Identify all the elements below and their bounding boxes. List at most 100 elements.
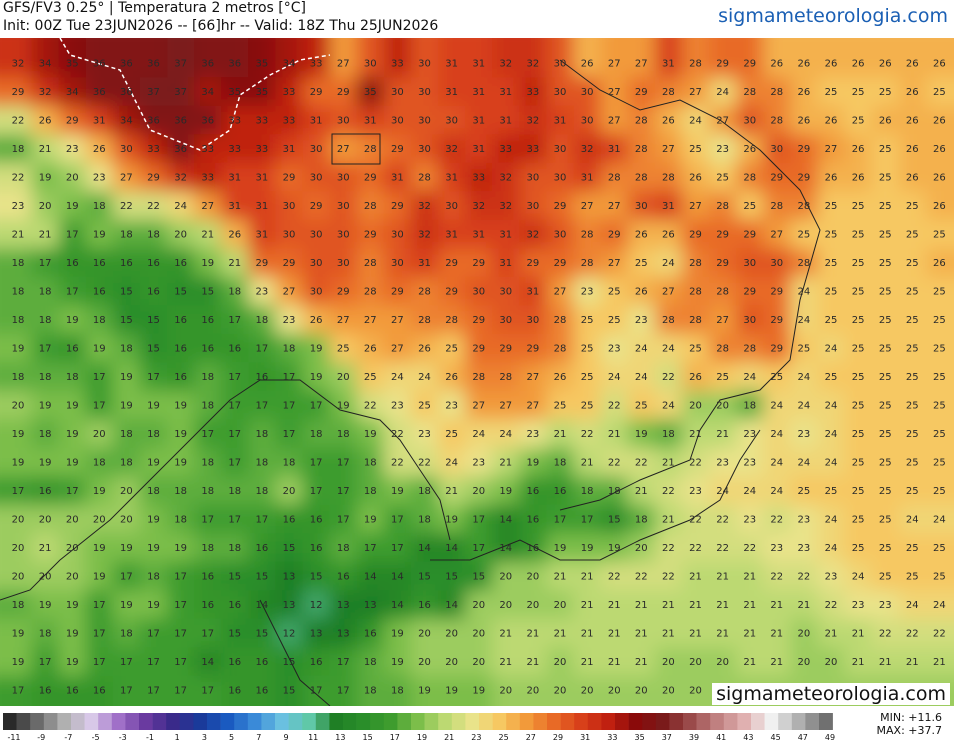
temp-label: 29 [364,173,377,184]
colorbar-swatch [261,713,276,730]
temp-cell [139,647,168,677]
temp-cell [925,476,954,506]
temp-label: 22 [689,458,702,469]
temp-cell [871,647,900,677]
temp-label: 24 [770,429,783,440]
temp-cell [573,305,602,335]
temp-label: 27 [608,258,621,269]
temp-cell [492,38,520,78]
temp-cell [58,419,87,449]
temp-label: 33 [201,173,214,184]
temp-label: 17 [310,401,323,412]
temp-label: 16 [174,258,187,269]
temp-label: 29 [743,287,756,298]
temp-cell [844,419,873,449]
temp-cell [248,647,276,677]
temp-label: 27 [635,59,648,70]
temp-cell [925,305,954,335]
temp-cell [31,647,60,677]
temp-cell [763,105,791,135]
temp-cell [438,675,466,706]
temp-cell [654,276,683,306]
temp-label: 29 [554,201,567,212]
temp-label: 28 [554,344,567,355]
temp-cell [492,504,520,534]
temp-cell [844,533,873,563]
temp-cell [112,333,141,363]
temp-label: 16 [554,486,567,497]
temp-cell [790,38,818,78]
temp-label: 26 [852,173,865,184]
temp-label: 12 [283,629,296,640]
max-value: MAX: +37.7 [876,724,942,737]
temp-cell [817,162,846,192]
temp-cell [654,134,683,164]
temp-cell [844,590,873,620]
temp-label: 22 [689,543,702,554]
colorbar-swatch [655,713,670,730]
temp-label: 25 [906,401,919,412]
temp-label: 26 [743,144,756,155]
temp-cell [139,134,168,164]
temp-label: 28 [662,87,675,98]
temp-label: 25 [879,372,892,383]
temp-label: 36 [147,116,160,127]
colorbar-label: 9 [283,733,288,740]
temp-cell [302,504,331,534]
temp-label: 27 [337,59,350,70]
temp-label: 17 [174,657,187,668]
temp-label: 30 [743,116,756,127]
temp-cell [0,77,33,107]
temp-label: 28 [770,116,783,127]
temp-cell [925,134,954,164]
temp-label: 33 [310,59,323,70]
temp-cell [709,504,737,534]
temp-cell [112,362,141,392]
temp-label: 14 [445,543,458,554]
temp-cell [329,105,358,135]
temp-cell [519,504,547,534]
temp-cell [167,219,195,249]
temp-cell [654,305,683,335]
temp-label: 29 [472,258,485,269]
temp-label: 21 [581,657,594,668]
temp-label: 32 [39,87,52,98]
temp-cell [736,105,764,135]
temp-label: 23 [825,572,838,583]
colorbar-label: -7 [64,733,72,740]
temp-label: 19 [147,515,160,526]
temp-label: 20 [716,401,729,412]
temp-label: 21 [770,629,783,640]
temp-cell [221,362,249,392]
temp-label: 35 [364,87,377,98]
temp-cell [681,647,710,677]
temp-label: 21 [716,629,729,640]
colorbar-swatch [615,713,629,730]
temp-cell [736,77,764,107]
temp-cell [58,162,87,192]
temp-cell [248,191,276,221]
temp-cell [790,362,818,392]
temp-cell [167,191,195,221]
temp-label: 25 [418,401,431,412]
temp-label: 25 [879,87,892,98]
temp-label: 35 [66,59,79,70]
temp-label: 15 [283,686,296,697]
temp-label: 22 [364,401,377,412]
temp-label: 23 [66,144,79,155]
temp-cell [736,390,764,420]
temp-label: 17 [283,429,296,440]
colorbar-swatch [492,713,507,730]
temp-cell [898,333,927,363]
temp-cell [817,248,846,278]
temp-label: 22 [635,458,648,469]
temp-cell [844,561,873,591]
temp-cell [546,276,575,306]
temp-label: 15 [256,572,269,583]
temp-cell [221,447,249,477]
temp-cell [112,219,141,249]
temp-cell [790,191,818,221]
temp-cell [438,419,466,449]
temp-label: 27 [662,144,675,155]
